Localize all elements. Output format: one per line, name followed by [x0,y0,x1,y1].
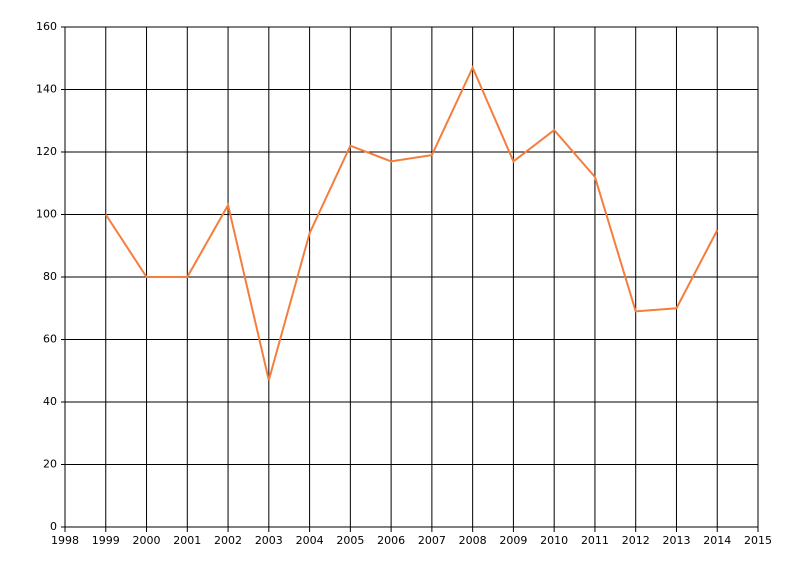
line [104,65,719,381]
x-tick-label: 1999 [92,534,120,547]
y-tick-label: 40 [43,395,57,408]
y-tick-label: 60 [43,333,57,346]
y-tick-label: 80 [43,270,57,283]
x-tick-label: 2012 [622,534,650,547]
x-tick-label: 2005 [336,534,364,547]
x-tick-label: 2011 [581,534,609,547]
x-tick-label: 2003 [255,534,283,547]
y-tick-label: 100 [36,208,57,221]
x-tick-label: 2006 [377,534,405,547]
x-tick-label: 2015 [744,534,772,547]
x-tick-label: 2009 [499,534,527,547]
x-tick-label: 2002 [214,534,242,547]
x-tick-label: 2010 [540,534,568,547]
x-tick-label: 1998 [51,534,79,547]
x-tick-label: 2008 [459,534,487,547]
y-tick-label: 20 [43,458,57,471]
y-tick-label: 120 [36,145,57,158]
x-tick-label: 2014 [703,534,731,547]
x-tick-label: 2000 [133,534,161,547]
x-tick-label: 2001 [173,534,201,547]
x-tick-label: 2007 [418,534,446,547]
x-tick-label: 2004 [296,534,324,547]
y-tick-label: 160 [36,20,57,33]
y-tick-label: 0 [50,520,57,533]
x-tick-label: 2013 [662,534,690,547]
y-tick-label: 140 [36,83,57,96]
